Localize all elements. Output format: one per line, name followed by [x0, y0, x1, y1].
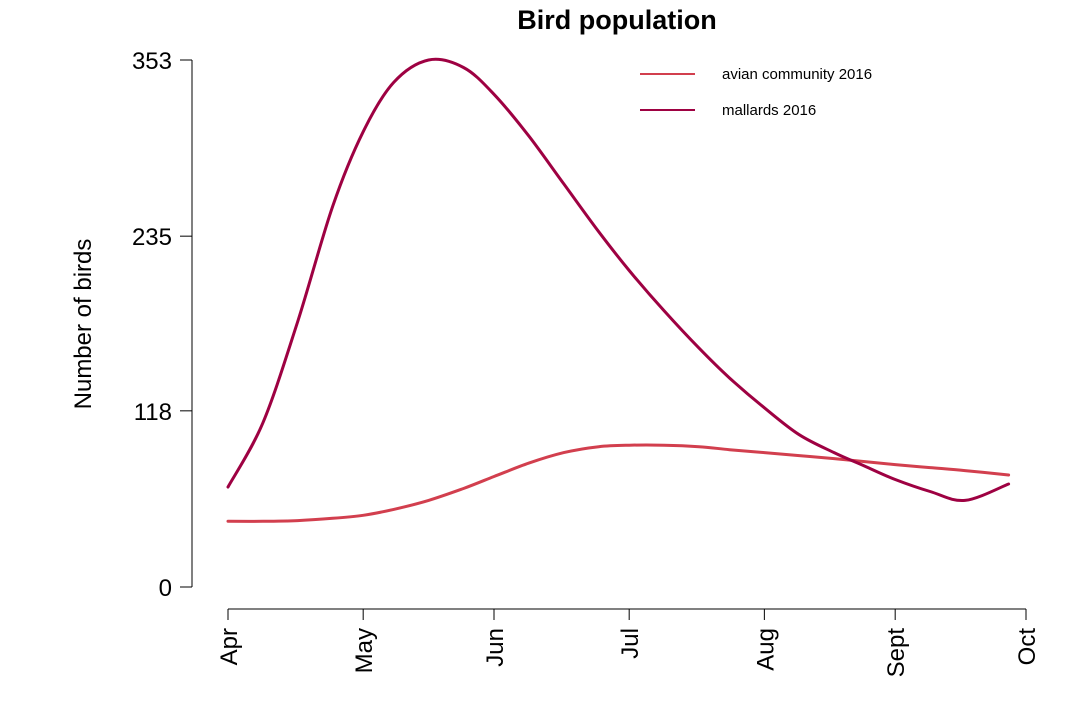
x-tick-label: Sept [883, 628, 910, 678]
y-tick-label: 0 [159, 575, 172, 602]
x-tick-label: Jul [617, 628, 644, 659]
legend-label-2: mallards 2016 [722, 102, 816, 119]
series-line-2 [226, 57, 1011, 503]
y-tick-label: 235 [132, 224, 172, 251]
series-group [226, 57, 1011, 523]
y-axis-label: Number of birds [70, 239, 97, 410]
y-axis: 0 118 235 353 [132, 48, 193, 602]
x-tick-label: Apr [216, 628, 243, 665]
x-tick-label: Oct [1014, 628, 1041, 666]
legend-label-1: avian community 2016 [722, 66, 872, 83]
x-tick-label: Aug [752, 628, 779, 671]
series-line-1 [226, 443, 1011, 523]
x-tick-label: May [351, 628, 378, 673]
x-tick-label: Jun [482, 628, 509, 667]
x-axis: Apr May Jun Jul Aug Sept Oct [216, 608, 1041, 678]
legend: avian community 2016 mallards 2016 [640, 66, 872, 119]
chart-title: Bird population [517, 5, 716, 35]
y-tick-label: 118 [134, 399, 172, 426]
y-tick-label: 353 [132, 48, 172, 75]
